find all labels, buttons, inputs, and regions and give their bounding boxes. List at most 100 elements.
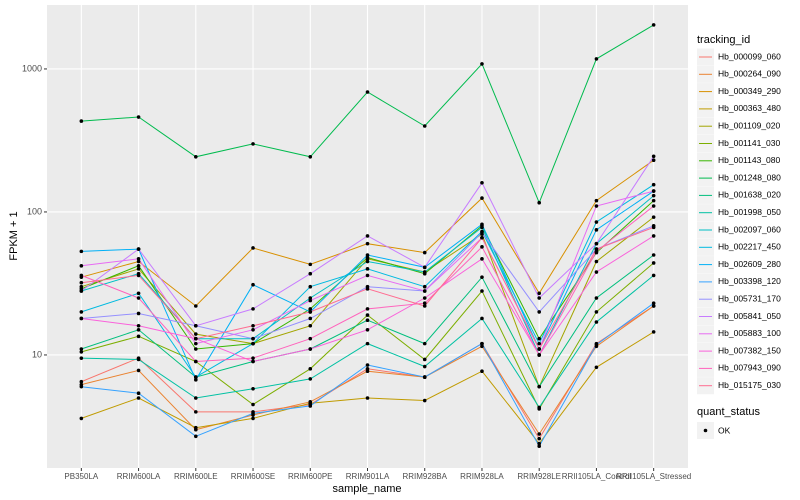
data-point <box>480 222 484 227</box>
data-point <box>594 241 599 246</box>
data-point <box>594 204 599 208</box>
data-point <box>308 262 313 267</box>
data-point <box>194 378 198 382</box>
data-point <box>136 296 141 300</box>
data-point <box>194 341 198 346</box>
data-point <box>422 398 427 403</box>
y-axis-label: FPKM + 1 <box>8 211 20 260</box>
point-legend-title: quant_status <box>697 406 760 418</box>
data-point <box>480 62 484 66</box>
data-point <box>194 359 198 364</box>
data-point <box>365 363 370 367</box>
data-point <box>594 310 599 314</box>
data-point <box>365 318 370 323</box>
data-point <box>480 344 484 349</box>
data-point <box>422 341 427 346</box>
data-point <box>651 182 656 187</box>
data-point <box>136 273 141 278</box>
data-point <box>537 341 541 346</box>
point-legend-label: OK <box>718 425 731 435</box>
data-point <box>422 375 427 379</box>
data-point <box>308 336 313 341</box>
data-point <box>194 332 198 336</box>
data-point <box>194 425 198 430</box>
data-point <box>251 411 255 416</box>
data-point <box>537 310 541 314</box>
legend-title: tracking_id <box>697 34 750 46</box>
legend-label: Hb_003398_120 <box>718 276 781 286</box>
data-point <box>651 234 656 238</box>
data-point <box>194 396 198 400</box>
data-point <box>651 158 656 163</box>
x-tick-label: RRIM928LA <box>460 472 504 481</box>
data-point <box>422 296 427 300</box>
data-point <box>651 225 656 230</box>
data-point <box>537 432 541 436</box>
data-point <box>480 341 484 346</box>
legend-label: Hb_000349_290 <box>718 86 781 96</box>
data-point <box>480 316 484 321</box>
data-point <box>194 304 198 308</box>
data-point <box>537 296 541 300</box>
data-point <box>537 444 541 449</box>
data-point <box>251 386 255 391</box>
data-point <box>308 323 313 328</box>
data-point <box>194 410 198 414</box>
data-point <box>136 391 141 396</box>
legend-label: Hb_001109_020 <box>718 120 781 130</box>
data-point <box>651 273 656 278</box>
data-point <box>422 124 427 128</box>
data-point <box>594 57 599 61</box>
data-point <box>594 198 599 203</box>
data-point <box>594 259 599 264</box>
data-point <box>79 350 84 354</box>
legend-label: Hb_001638_020 <box>718 190 781 200</box>
data-point <box>251 416 255 421</box>
data-point <box>365 241 370 246</box>
legend-label: Hb_002097_060 <box>718 224 781 234</box>
data-point <box>480 196 484 200</box>
data-point <box>537 291 541 296</box>
data-point <box>79 119 84 123</box>
data-point <box>308 377 313 381</box>
legend-label: Hb_005841_050 <box>718 311 781 321</box>
data-point <box>365 255 370 260</box>
data-point <box>422 357 427 362</box>
data-point <box>365 273 370 278</box>
data-point <box>79 264 84 268</box>
data-point <box>480 245 484 249</box>
data-point <box>136 368 141 373</box>
data-point <box>79 280 84 285</box>
data-point <box>651 304 656 308</box>
data-point <box>365 253 370 257</box>
legend-label: Hb_001248_080 <box>718 172 781 182</box>
data-point <box>594 342 599 347</box>
data-point <box>365 90 370 94</box>
data-point <box>365 234 370 238</box>
data-point <box>651 204 656 208</box>
legend-point <box>703 428 708 433</box>
x-tick-label: RRIM600LA <box>117 472 161 481</box>
data-point <box>537 353 541 357</box>
data-point <box>422 270 427 274</box>
data-point <box>136 357 141 362</box>
data-point <box>308 298 313 303</box>
data-point <box>194 375 198 379</box>
data-point <box>651 193 656 198</box>
data-point <box>136 115 141 119</box>
data-point <box>308 401 313 405</box>
data-point <box>308 404 313 408</box>
y-tick-label: 100 <box>27 206 42 216</box>
data-point <box>594 320 599 324</box>
data-point <box>194 434 198 439</box>
data-point <box>194 336 198 341</box>
data-point <box>594 365 599 370</box>
data-point <box>308 310 313 314</box>
data-point <box>594 220 599 224</box>
x-tick-label: RRII105LA_Stressed <box>616 472 691 481</box>
data-point <box>422 265 427 270</box>
y-tick-label: 1000 <box>22 63 42 73</box>
data-point <box>136 259 141 264</box>
data-point <box>79 316 84 321</box>
